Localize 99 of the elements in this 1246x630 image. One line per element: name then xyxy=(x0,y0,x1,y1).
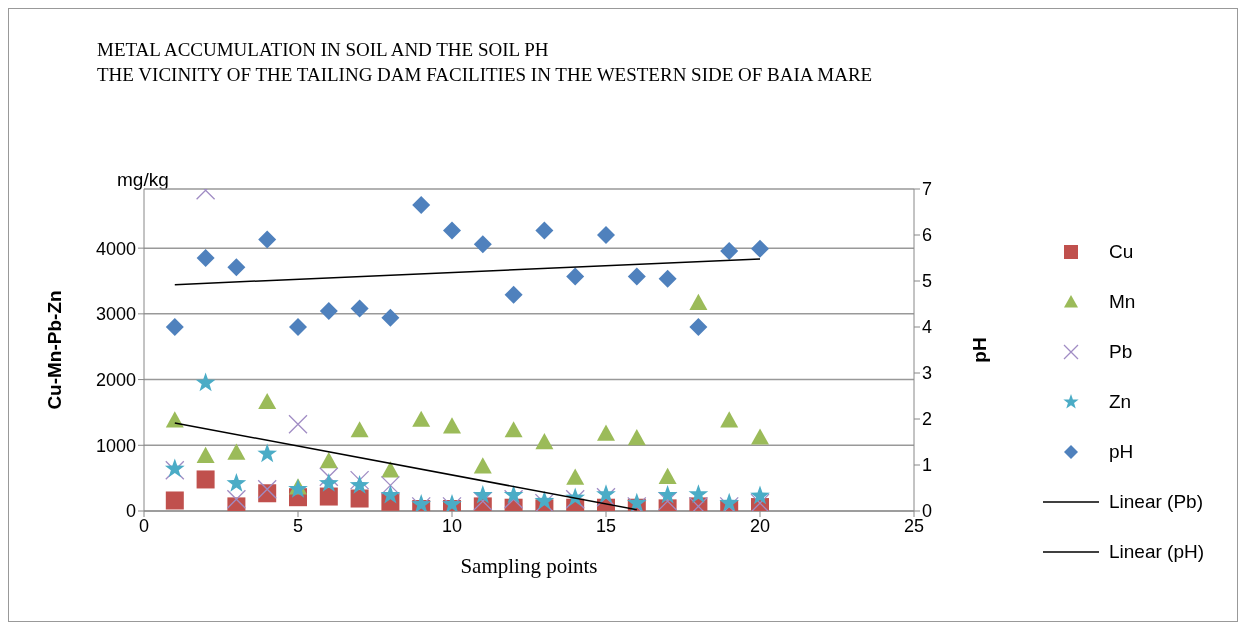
point xyxy=(719,492,740,511)
y-axis-title: Cu-Mn-Pb-Zn xyxy=(43,290,65,410)
point xyxy=(689,318,708,336)
point xyxy=(472,484,493,504)
point xyxy=(350,421,369,438)
y2-tick-label: 4 xyxy=(922,317,933,338)
point xyxy=(597,226,615,244)
point xyxy=(504,421,523,438)
point xyxy=(319,301,338,320)
point xyxy=(381,461,400,478)
chart-subtitle: THE VICINITY OF THE TAILING DAM FACILITIES IN THE WESTERN SIDE OF BAIA MARE xyxy=(97,63,873,87)
point xyxy=(535,221,554,240)
point xyxy=(318,473,339,492)
point xyxy=(443,221,461,240)
point xyxy=(626,492,647,511)
point xyxy=(350,299,369,318)
point xyxy=(349,470,370,490)
point xyxy=(289,318,307,336)
y-tick-label: 1000 xyxy=(95,435,136,456)
point xyxy=(196,470,215,489)
point xyxy=(720,411,739,428)
point xyxy=(597,424,615,441)
point xyxy=(319,467,339,487)
point xyxy=(473,491,493,511)
x-axis-title: Sampling points xyxy=(460,554,598,578)
point xyxy=(473,235,492,254)
point xyxy=(350,489,369,508)
chart-title: METAL ACCUMULATION IN SOIL AND THE SOIL PH xyxy=(97,38,550,62)
point xyxy=(627,267,646,286)
point xyxy=(688,484,709,503)
point xyxy=(380,475,401,496)
annotation: mg/kg xyxy=(117,169,169,191)
y-tick-label: 2000 xyxy=(95,369,136,390)
y2-tick-label: 1 xyxy=(922,455,933,476)
point xyxy=(258,230,277,249)
point xyxy=(412,410,431,427)
point xyxy=(258,392,277,410)
x-tick-label: 20 xyxy=(749,515,771,536)
point xyxy=(751,239,769,258)
point xyxy=(596,484,616,503)
point xyxy=(195,372,216,392)
point xyxy=(566,267,585,286)
point xyxy=(751,428,769,445)
point xyxy=(658,467,677,485)
y2-axis-title: pH xyxy=(968,337,990,363)
legend-label: Cu xyxy=(1109,241,1134,263)
point xyxy=(657,484,678,504)
point xyxy=(412,196,431,215)
x-tick-label: 5 xyxy=(292,515,304,536)
point xyxy=(473,457,492,474)
x-tick-label: 10 xyxy=(441,515,463,536)
point xyxy=(196,446,215,463)
point xyxy=(165,491,184,510)
point xyxy=(288,414,308,434)
y-tick-label: 3000 xyxy=(95,304,136,325)
legend-label: pH xyxy=(1109,441,1134,463)
legend-label: Pb xyxy=(1109,341,1133,363)
point xyxy=(750,493,770,511)
x-tick-label: 25 xyxy=(903,515,925,536)
y2-tick-label: 6 xyxy=(922,225,933,246)
point xyxy=(503,484,524,504)
legend-label: Mn xyxy=(1109,291,1136,313)
point xyxy=(658,269,677,288)
point xyxy=(657,491,678,511)
point xyxy=(226,473,247,492)
point xyxy=(720,242,739,261)
y-tick-label: 0 xyxy=(125,501,136,522)
point xyxy=(535,433,554,450)
point xyxy=(566,468,585,485)
point xyxy=(627,429,646,446)
point xyxy=(319,452,338,469)
point xyxy=(196,249,215,267)
point xyxy=(503,489,524,509)
y2-tick-label: 3 xyxy=(922,363,933,384)
point xyxy=(165,411,184,428)
point xyxy=(380,484,401,504)
point xyxy=(381,308,400,327)
point xyxy=(227,258,246,277)
point xyxy=(319,487,338,506)
legend-label: Linear (Pb) xyxy=(1109,491,1203,513)
y2-tick-label: 2 xyxy=(922,409,933,430)
point xyxy=(443,417,461,434)
point xyxy=(349,475,370,494)
y2-tick-label: 7 xyxy=(922,179,933,200)
point xyxy=(750,485,770,505)
point xyxy=(689,293,708,310)
y-tick-label: 4000 xyxy=(95,238,136,259)
point xyxy=(257,443,278,463)
point xyxy=(165,318,184,336)
point xyxy=(226,489,247,509)
y2-tick-label: 5 xyxy=(922,271,933,292)
y2-tick-label: 0 xyxy=(922,501,933,522)
point xyxy=(504,285,523,304)
x-tick-label: 15 xyxy=(595,515,617,536)
x-tick-label: 0 xyxy=(138,515,150,536)
point xyxy=(227,443,246,460)
legend-label: Linear (pH) xyxy=(1109,541,1205,563)
point xyxy=(257,479,277,499)
legend-label: Zn xyxy=(1109,391,1132,413)
